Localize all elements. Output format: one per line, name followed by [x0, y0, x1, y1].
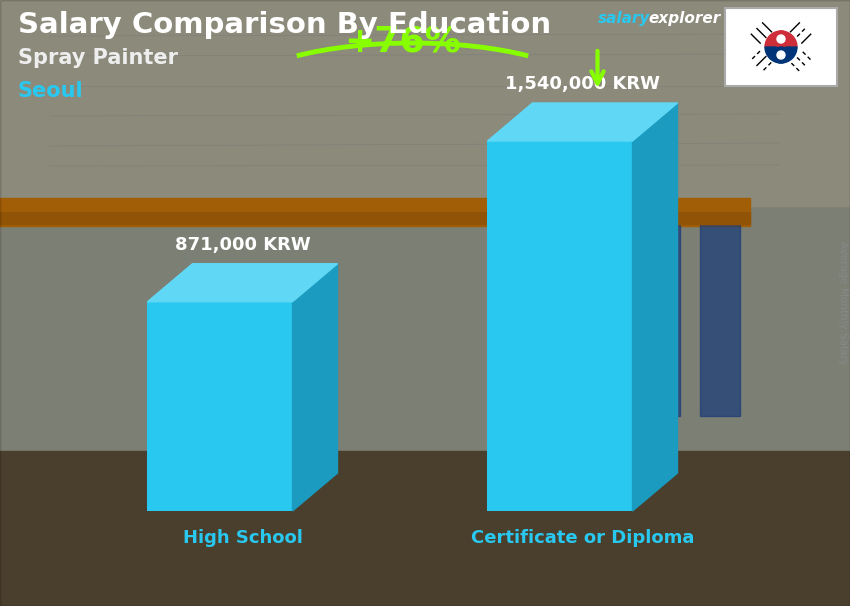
Polygon shape: [796, 68, 799, 71]
Bar: [0, 198, 750, 226]
Bar: [700, 221, 740, 416]
Bar: [488, 141, 632, 511]
Bar: [0, 0, 850, 206]
Polygon shape: [148, 264, 337, 302]
Polygon shape: [292, 264, 337, 511]
Polygon shape: [752, 56, 755, 59]
Polygon shape: [763, 67, 767, 70]
Bar: [0, 406, 850, 606]
Polygon shape: [768, 62, 771, 65]
Circle shape: [777, 51, 785, 59]
Text: 871,000 KRW: 871,000 KRW: [174, 236, 310, 254]
Polygon shape: [797, 34, 800, 36]
Text: Spray Painter: Spray Painter: [18, 48, 178, 68]
Polygon shape: [756, 56, 767, 66]
Bar: [725, 8, 837, 86]
Text: Certificate or Diploma: Certificate or Diploma: [471, 529, 694, 547]
Text: Seoul: Seoul: [18, 81, 83, 101]
Polygon shape: [632, 103, 677, 511]
Polygon shape: [802, 34, 811, 44]
Circle shape: [777, 35, 785, 43]
Circle shape: [773, 31, 789, 47]
Polygon shape: [762, 22, 772, 32]
Circle shape: [773, 47, 789, 63]
Text: explorer: explorer: [648, 11, 720, 26]
Wedge shape: [765, 47, 797, 63]
Polygon shape: [790, 22, 800, 32]
Polygon shape: [802, 28, 805, 32]
Bar: [620, 221, 655, 416]
Text: Average Monthly Salary: Average Monthly Salary: [838, 241, 848, 365]
Bar: [0, 212, 750, 224]
Text: +76%: +76%: [344, 24, 461, 58]
Wedge shape: [765, 31, 797, 47]
Polygon shape: [751, 34, 761, 44]
Text: Salary Comparison By Education: Salary Comparison By Education: [18, 11, 551, 39]
Bar: [148, 302, 292, 511]
Text: .com: .com: [730, 11, 771, 26]
Bar: [0, 451, 850, 606]
Polygon shape: [808, 57, 811, 59]
Polygon shape: [797, 58, 800, 60]
Polygon shape: [802, 62, 805, 65]
Text: High School: High School: [183, 529, 303, 547]
Polygon shape: [756, 28, 767, 38]
Text: 1,540,000 KRW: 1,540,000 KRW: [505, 75, 660, 93]
Polygon shape: [757, 51, 760, 54]
Polygon shape: [488, 103, 677, 141]
Text: salary: salary: [598, 11, 650, 26]
Polygon shape: [802, 52, 806, 55]
Polygon shape: [791, 63, 794, 66]
Bar: [0, 136, 850, 456]
Bar: [660, 221, 680, 416]
